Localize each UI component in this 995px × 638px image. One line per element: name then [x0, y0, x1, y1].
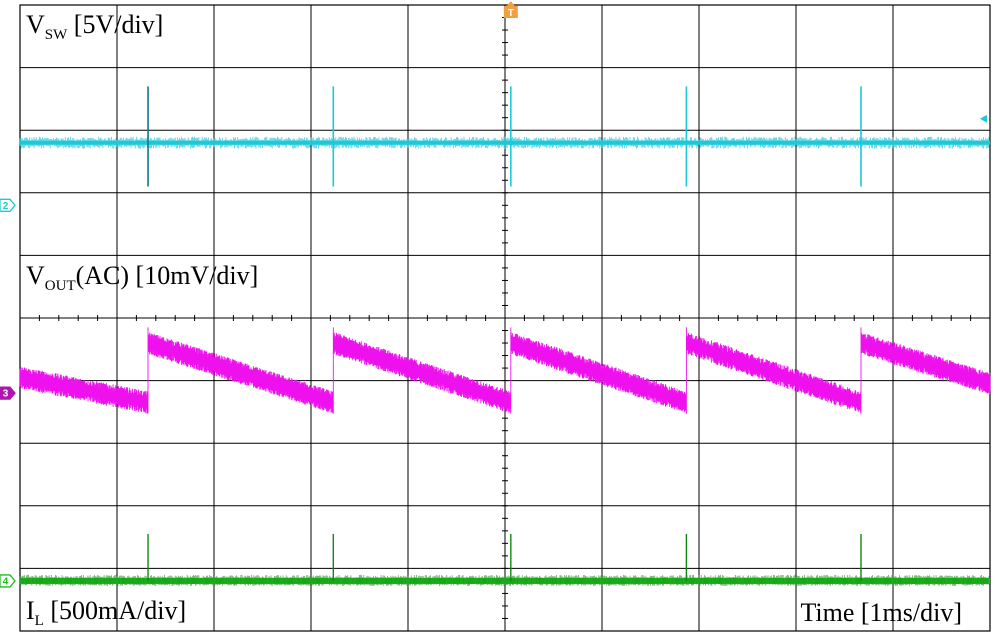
- vsw-scale-label: VSW [5V/div]: [26, 10, 163, 43]
- channel-2-ground-marker: 2: [0, 198, 16, 212]
- trigger-marker: T: [503, 1, 518, 19]
- il-trace-noise: [19, 574, 990, 586]
- channel-marker-number: 2: [3, 201, 9, 212]
- channel-4-ground-marker: 4: [0, 574, 16, 588]
- trigger-marker-letter: T: [508, 8, 514, 19]
- waveform-traces: [19, 86, 991, 586]
- channel-3-ground-marker: 3: [0, 386, 16, 400]
- channel-marker-shape: [0, 198, 16, 212]
- trigger-marker-box: [503, 6, 518, 18]
- channel-marker-number: 3: [3, 389, 9, 400]
- il-scale-label: IL [500mA/div]: [26, 596, 186, 629]
- time-scale-label: Time [1ms/div]: [800, 598, 962, 627]
- channel-marker-shape: [0, 574, 16, 588]
- channel-marker-shape: [0, 386, 16, 400]
- vout-scale-label: VOUT(AC) [10mV/div]: [26, 261, 258, 294]
- vout-ripple-trace: [19, 327, 991, 414]
- channel-marker-number: 4: [3, 577, 9, 588]
- channel-labels: VSW [5V/div] VOUT(AC) [10mV/div] IL [500…: [26, 10, 962, 629]
- channel-markers: 2 3 4 T: [0, 1, 987, 588]
- trigger-marker-arrow: [506, 1, 515, 6]
- trigger-level-arrow: [980, 114, 987, 123]
- vsw-trace-noise: [19, 136, 990, 149]
- graticule: [19, 4, 991, 632]
